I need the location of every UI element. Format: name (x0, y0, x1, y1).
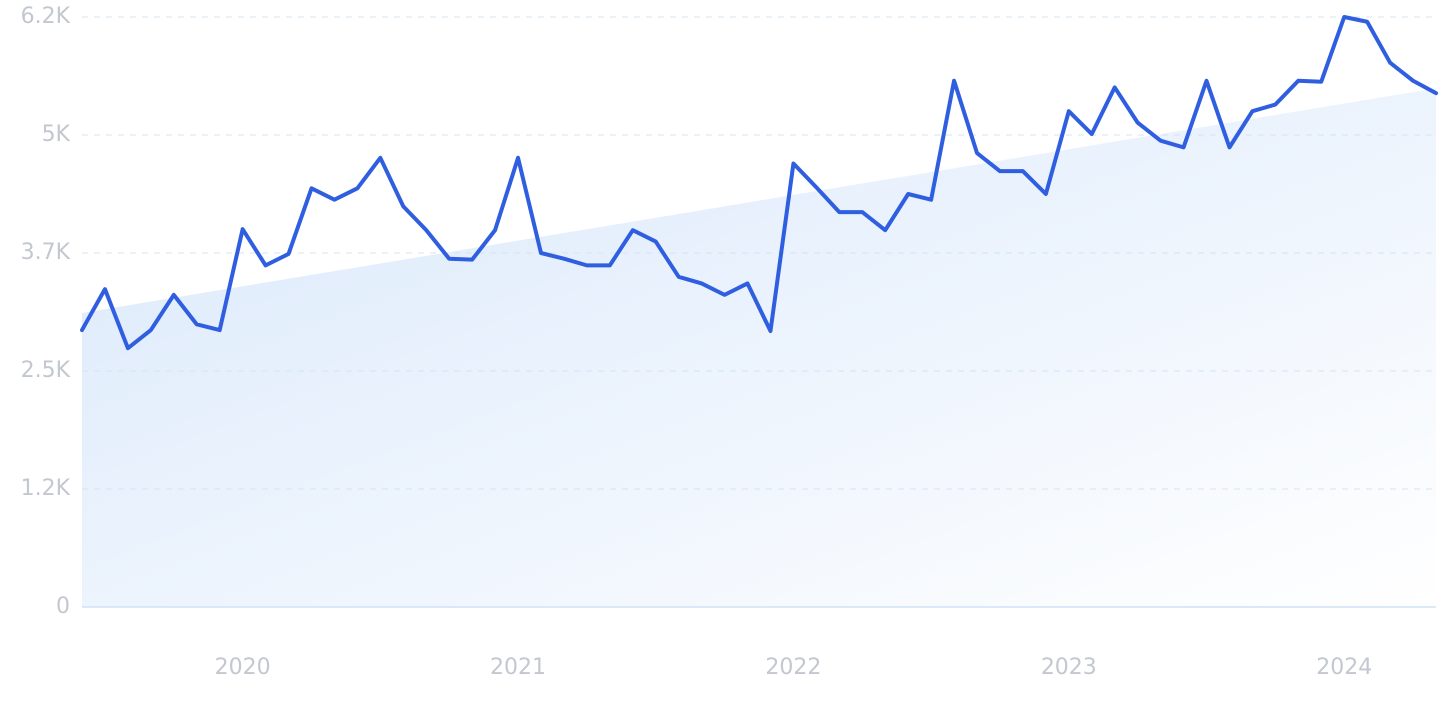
y-tick-label: 2.5K (21, 358, 71, 383)
x-tick-label: 2024 (1316, 655, 1372, 680)
x-tick-label: 2021 (490, 655, 546, 680)
y-tick-label: 5K (42, 122, 71, 147)
x-tick-label: 2023 (1041, 655, 1097, 680)
data-line (80, 15, 1438, 351)
y-tick-label: 3.7K (21, 240, 71, 265)
trend-area (82, 88, 1436, 607)
y-tick-label: 1.2K (21, 476, 71, 501)
x-tick-label: 2022 (765, 655, 821, 680)
y-tick-label: 6.2K (21, 4, 71, 29)
x-tick-label: 2020 (215, 655, 271, 680)
y-tick-label: 0 (56, 594, 70, 619)
